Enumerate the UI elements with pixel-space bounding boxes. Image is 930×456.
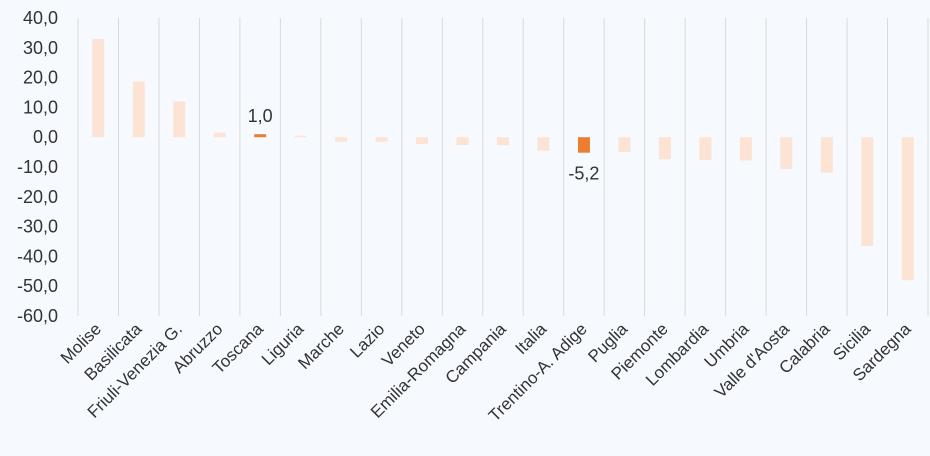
bar-abruzzo	[213, 132, 226, 138]
data-label: -5,2	[568, 164, 599, 184]
y-tick-label: -40,0	[17, 246, 58, 266]
x-category-label: Marche	[294, 319, 348, 373]
bar-lombardia	[699, 137, 712, 161]
bar-umbria	[739, 137, 752, 161]
bar-marche	[335, 137, 348, 142]
data-labels: 1,0 -5,2	[248, 106, 600, 183]
y-tick-label: -30,0	[17, 217, 58, 237]
bar-basilicata	[132, 81, 145, 138]
bar-calabria	[820, 137, 833, 173]
y-tick-label: 0,0	[33, 127, 58, 147]
y-tick-label: 30,0	[23, 38, 58, 58]
y-tick-label: 40,0	[23, 8, 58, 28]
bar-emilia-romagna	[456, 137, 469, 145]
data-label: 1,0	[248, 106, 273, 126]
bar-campania	[497, 137, 509, 146]
y-tick-label: 10,0	[23, 97, 58, 117]
bar-sardegna	[901, 137, 914, 281]
y-axis: 40,0 30,0 20,0 10,0 0,0 -10,0 -20,0 -30,0 -40,0 -…	[17, 8, 58, 326]
gridlines	[77, 18, 929, 316]
y-tick-label: 20,0	[23, 68, 58, 88]
bar-piemonte	[658, 137, 671, 160]
bar-liguria	[294, 135, 307, 138]
bar-veneto	[416, 137, 429, 145]
bars	[92, 38, 914, 281]
bar-trentino-a-adige	[577, 137, 590, 153]
bar-puglia	[618, 137, 631, 153]
bar-italia	[537, 137, 550, 151]
bar-molise	[92, 38, 105, 138]
bar-friuli-venezia-g-	[173, 101, 186, 138]
bar-lazio	[375, 137, 388, 142]
bar-sicilia	[861, 137, 874, 246]
y-tick-label: -50,0	[17, 276, 58, 296]
y-tick-label: -20,0	[17, 187, 58, 207]
bar-toscana	[254, 134, 267, 138]
bar-valle-d-aosta	[780, 137, 793, 170]
y-tick-label: -10,0	[17, 157, 58, 177]
y-tick-label: -60,0	[17, 306, 58, 326]
